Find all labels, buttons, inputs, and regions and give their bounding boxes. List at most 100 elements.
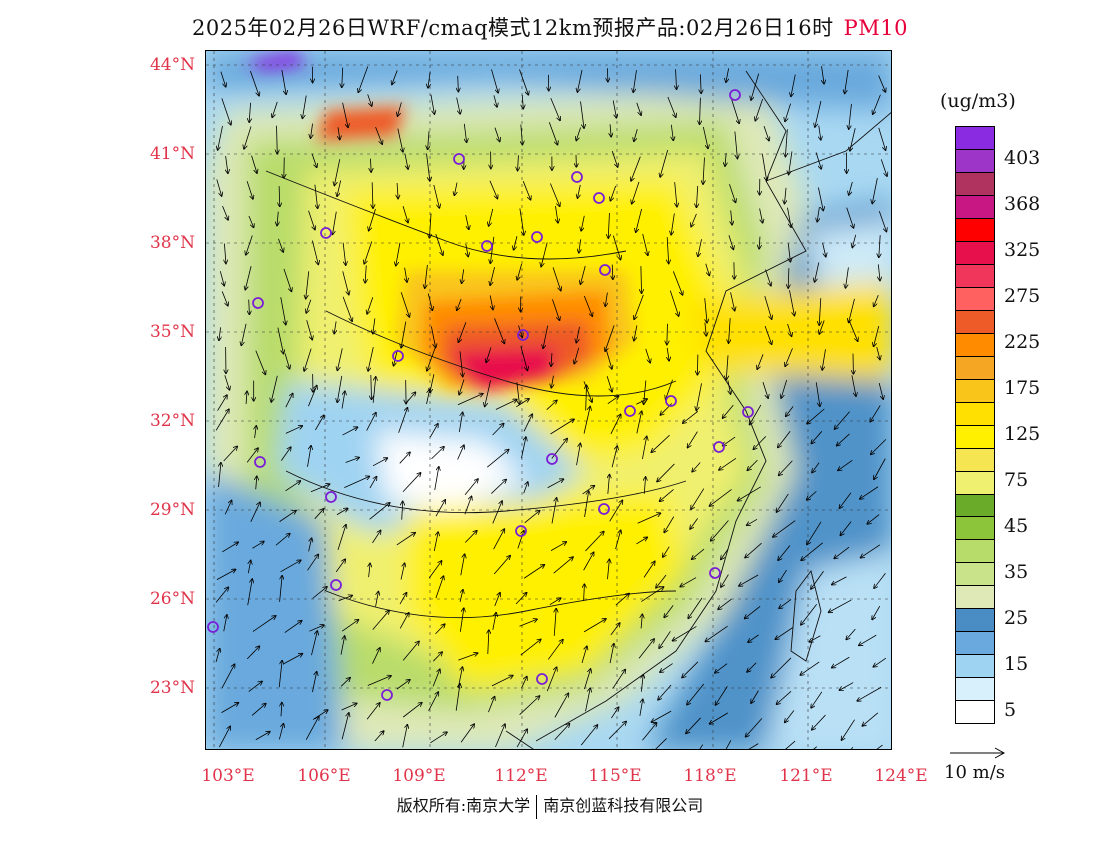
city-marker (729, 89, 741, 101)
wind-vector (462, 269, 464, 283)
wind-vectors (216, 66, 887, 749)
wind-vector (667, 347, 669, 361)
wind-vector (636, 399, 647, 405)
wind-vector (807, 491, 817, 499)
lon-label-121: 121°E (779, 766, 833, 786)
wind-vector (809, 635, 821, 642)
wind-vector (789, 290, 794, 315)
wind-vector (283, 268, 291, 291)
wind-vector (491, 69, 498, 92)
wind-vector (490, 266, 495, 285)
wind-vector (641, 675, 643, 692)
wind-vector (667, 96, 676, 117)
wind-vector (605, 292, 607, 307)
wind-vector (340, 636, 345, 655)
wind-vector (548, 122, 557, 144)
wind-vector (306, 320, 313, 339)
wind-vector (338, 127, 340, 139)
wind-vector (702, 126, 708, 149)
wind-vector (583, 619, 606, 633)
wind-vector (310, 484, 330, 493)
wind-vector (277, 211, 278, 226)
wind-vector (639, 699, 643, 716)
wind-vector (607, 396, 619, 405)
wind-vector (696, 383, 702, 410)
wind-vector (787, 323, 792, 336)
wind-vector (778, 545, 791, 560)
wind-vector (342, 242, 346, 265)
wind-vector (397, 102, 402, 116)
wind-vector (785, 740, 796, 749)
wind-vector (610, 623, 620, 636)
wind-vector (305, 717, 319, 740)
wind-vector (486, 347, 492, 362)
wind-vector (490, 236, 495, 263)
wind-vector (641, 266, 642, 293)
lon-label-103: 103°E (201, 766, 255, 786)
wind-vector (221, 664, 234, 689)
wind-vector (642, 233, 648, 255)
wind-vector (680, 577, 697, 587)
city-marker (571, 171, 583, 183)
wind-vector (396, 533, 415, 546)
wind-vector (762, 382, 768, 398)
wind-vector (829, 599, 852, 612)
city-marker (713, 441, 725, 453)
wind-vector (726, 68, 729, 82)
wind-vector (218, 726, 230, 748)
wind-vector (550, 183, 559, 206)
wind-vector (818, 187, 823, 210)
forecast-map[interactable] (205, 50, 892, 750)
wind-vector (784, 187, 786, 204)
wind-vector (367, 94, 372, 106)
wind-vector (815, 262, 820, 281)
wind-vector (460, 590, 463, 602)
wind-vector (848, 319, 858, 341)
wind-vector (275, 534, 290, 546)
wind-vector (608, 213, 609, 238)
wind-vector (832, 656, 850, 667)
wind-vector (841, 719, 855, 740)
wind-vector (638, 639, 654, 659)
wind-vector (221, 703, 239, 713)
wind-vector (428, 71, 430, 88)
wind-vector (715, 663, 728, 673)
wind-vector (750, 404, 762, 425)
wind-vector (730, 98, 739, 123)
wind-vector (402, 501, 403, 520)
wind-vector (247, 579, 253, 606)
wind-vector (366, 413, 376, 431)
wind-vector (459, 351, 463, 376)
wind-vector (370, 158, 371, 172)
wind-vector (522, 94, 523, 109)
wind-vector (779, 569, 787, 582)
wind-vector (687, 683, 705, 705)
wind-vector (307, 554, 319, 571)
lat-label-26: 26°N (149, 589, 195, 609)
legend-label: 45 (1004, 515, 1029, 537)
city-marker (599, 264, 611, 276)
wind-vector (250, 502, 260, 522)
wind-vector (279, 576, 283, 602)
wind-vector (765, 269, 771, 286)
wind-vector (834, 546, 850, 558)
wind-vector (651, 434, 670, 452)
wind-vector (281, 70, 286, 94)
wind-vector (248, 681, 262, 692)
wind-vector (812, 714, 826, 730)
wind-vector (672, 626, 697, 640)
city-marker (330, 579, 342, 591)
wind-vector (399, 613, 409, 629)
wind-vector (550, 542, 566, 551)
wind-vector (489, 208, 494, 226)
wind-vector (372, 182, 373, 208)
wind-vector (789, 151, 793, 174)
wind-vector (634, 294, 644, 319)
wind-vector (546, 400, 557, 410)
wind-vector (492, 424, 504, 436)
wind-vector (787, 207, 791, 227)
wind-vector (396, 242, 401, 266)
wind-vector (879, 235, 880, 257)
wind-vector (491, 479, 506, 494)
wind-vector (402, 473, 421, 493)
